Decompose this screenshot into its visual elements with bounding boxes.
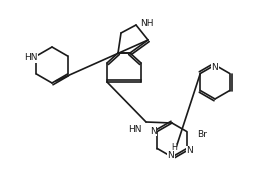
- Text: NH: NH: [140, 18, 153, 28]
- Text: HN: HN: [24, 54, 37, 62]
- Text: H: H: [171, 144, 177, 153]
- Text: N: N: [186, 146, 193, 155]
- Text: N: N: [150, 127, 157, 136]
- Text: N: N: [168, 151, 174, 161]
- Text: N: N: [212, 62, 218, 71]
- Text: Br: Br: [197, 130, 207, 139]
- Text: HN: HN: [128, 125, 142, 134]
